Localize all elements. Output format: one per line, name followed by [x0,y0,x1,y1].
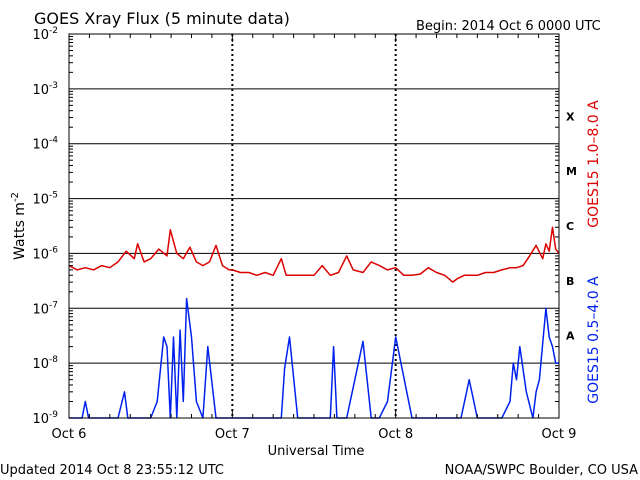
y-axis-label: Watts m-2 [10,192,28,260]
flare-class-label: C [566,220,574,233]
flare-class-labels: X M C B A [566,110,577,342]
flare-class-label: X [566,110,575,123]
updated-timestamp: Updated 2014 Oct 8 23:55:12 UTC [0,463,224,478]
y-tick-label: 10-7 [32,300,58,317]
flare-class-label: A [566,330,575,343]
chart-title: GOES Xray Flux (5 minute data) [34,9,290,28]
credit-text: NOAA/SWPC Boulder, CO USA [445,463,638,478]
y-axis-ticks: 10-2 10-3 10-4 10-5 10-6 10-7 10-8 10-9 [32,26,559,427]
begin-time: Begin: 2014 Oct 6 0000 UTC [416,19,601,34]
x-tick-label: Oct 8 [378,427,413,442]
y-tick-label: 10-8 [32,355,58,372]
y-tick-label: 10-9 [32,410,58,427]
grid-lines [69,33,559,419]
x-axis-label: Universal Time [268,444,365,459]
x-tick-label: Oct 6 [52,427,87,442]
y-tick-label: 10-6 [32,245,58,262]
x-tick-label: Oct 7 [215,427,250,442]
y-tick-label: 10-5 [32,191,58,208]
legend-series-short: GOES15 0.5–4.0 A [586,276,602,404]
flare-class-label: M [566,165,577,178]
x-axis-ticks: Oct 6 Oct 7 Oct 8 Oct 9 [52,34,577,442]
flare-class-label: B [566,275,574,288]
y-tick-label: 10-2 [32,26,58,43]
y-tick-label: 10-3 [32,81,58,98]
y-tick-label: 10-4 [32,136,58,153]
x-tick-label: Oct 9 [542,427,577,442]
legend-series-long: GOES15 1.0–8.0 A [586,100,602,228]
series-line-0 [68,226,560,283]
